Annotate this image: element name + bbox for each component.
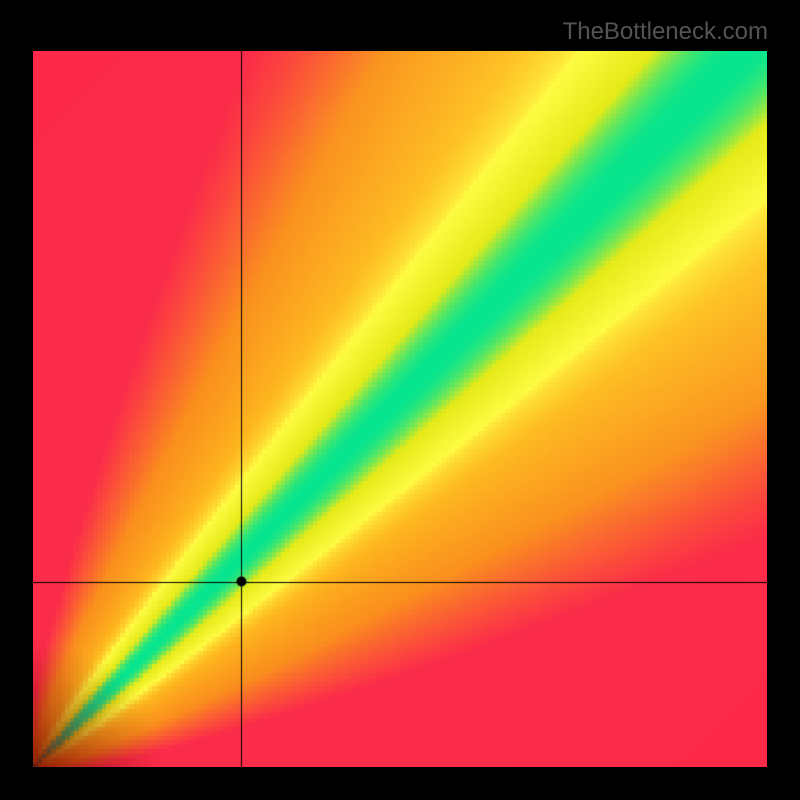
watermark-text: TheBottleneck.com bbox=[563, 18, 768, 46]
bottleneck-heatmap bbox=[33, 51, 767, 767]
chart-container: { "type": "heatmap", "canvas_size": { "w… bbox=[0, 0, 800, 800]
